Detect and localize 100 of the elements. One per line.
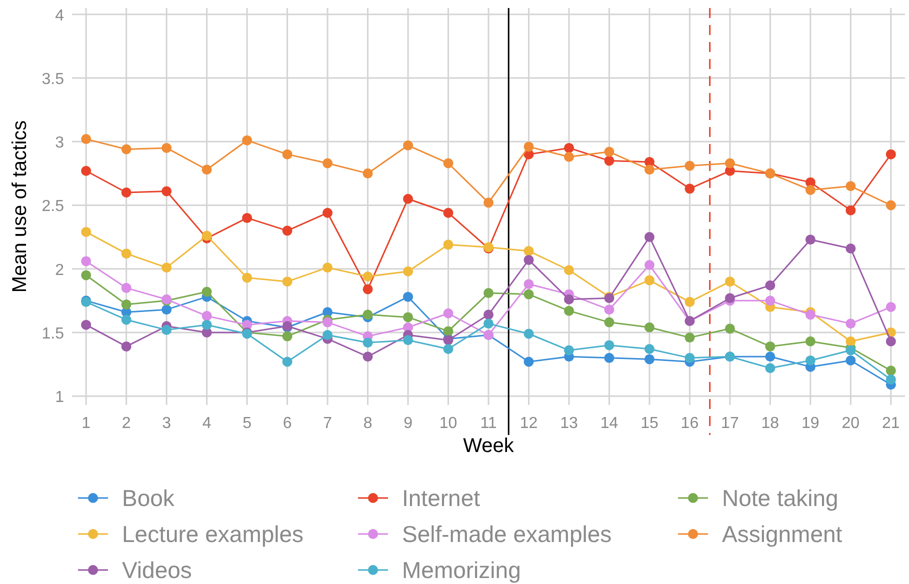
point (81, 166, 92, 176)
point (484, 198, 494, 208)
point (202, 230, 212, 241)
x-tick-label: 16 (680, 415, 699, 432)
point (403, 312, 414, 322)
point (484, 310, 494, 320)
point (121, 144, 132, 154)
point (886, 374, 896, 385)
x-tick-label: 13 (560, 415, 578, 432)
legend-label: Self-made examples (402, 521, 612, 547)
point (121, 282, 132, 293)
point (846, 243, 856, 254)
point (724, 276, 735, 287)
point (765, 280, 776, 290)
point (564, 345, 574, 356)
point (805, 310, 816, 320)
point (322, 330, 333, 340)
point (886, 302, 896, 312)
point (362, 338, 373, 348)
point (242, 212, 252, 223)
point (684, 332, 695, 343)
point (886, 149, 896, 160)
point (644, 354, 654, 364)
point (564, 152, 574, 162)
point (644, 322, 654, 332)
point (564, 142, 574, 153)
point (162, 324, 172, 335)
point (564, 265, 574, 276)
legend-label: Memorizing (402, 557, 521, 583)
point (443, 344, 454, 354)
point (362, 284, 373, 294)
point (805, 336, 816, 346)
point (162, 186, 172, 196)
y-tick-label: 1.5 (42, 325, 64, 342)
point (524, 254, 534, 265)
x-tick-label: 21 (882, 415, 900, 432)
y-tick-label: 3.5 (42, 70, 64, 88)
x-tick-label: 3 (162, 415, 172, 432)
point (765, 341, 776, 352)
point (684, 160, 695, 171)
legend-label: Lecture examples (122, 521, 304, 547)
point (362, 310, 373, 320)
point (362, 168, 373, 178)
legend-label: Assignment (722, 521, 843, 547)
point (886, 336, 896, 346)
legend-label: Internet (402, 485, 481, 511)
point (322, 262, 333, 273)
point (403, 266, 414, 276)
point (524, 142, 534, 152)
x-tick-label: 19 (802, 415, 820, 432)
point (162, 262, 172, 273)
point (121, 188, 132, 198)
point (242, 135, 252, 146)
point (242, 272, 252, 283)
point (805, 355, 816, 366)
point (443, 158, 454, 168)
point (162, 304, 172, 315)
point (805, 234, 816, 245)
x-tick-label: 6 (282, 415, 292, 432)
x-tick-label: 17 (721, 415, 739, 432)
point (604, 317, 614, 328)
point (484, 288, 494, 298)
point (886, 366, 896, 376)
point (362, 271, 373, 282)
point (604, 146, 614, 157)
point (644, 344, 654, 354)
point (684, 184, 695, 194)
point (121, 341, 132, 352)
point (564, 306, 574, 316)
point (81, 320, 92, 330)
point (644, 260, 654, 270)
point (765, 363, 776, 374)
point (604, 156, 614, 166)
point (322, 158, 333, 168)
x-tick-label: 5 (242, 415, 252, 432)
point (684, 352, 695, 363)
x-tick-label: 9 (404, 415, 413, 432)
point (644, 232, 654, 242)
point (443, 326, 454, 336)
x-tick-label: 11 (480, 415, 497, 432)
point (846, 318, 856, 329)
point (403, 194, 414, 204)
point (524, 328, 534, 339)
point (724, 293, 735, 304)
legend-label: Videos (122, 557, 192, 583)
point (202, 164, 212, 175)
point (81, 134, 92, 144)
point (443, 240, 454, 250)
point (604, 304, 614, 315)
point (524, 356, 534, 367)
legend-label: Book (122, 485, 175, 511)
point (202, 320, 212, 330)
x-tick-label: 2 (122, 415, 131, 432)
point (684, 296, 695, 307)
x-tick-label: 12 (520, 415, 538, 432)
point (846, 181, 856, 192)
point (524, 289, 534, 300)
x-tick-label: 10 (439, 415, 458, 432)
point (121, 299, 132, 310)
point (886, 200, 896, 210)
